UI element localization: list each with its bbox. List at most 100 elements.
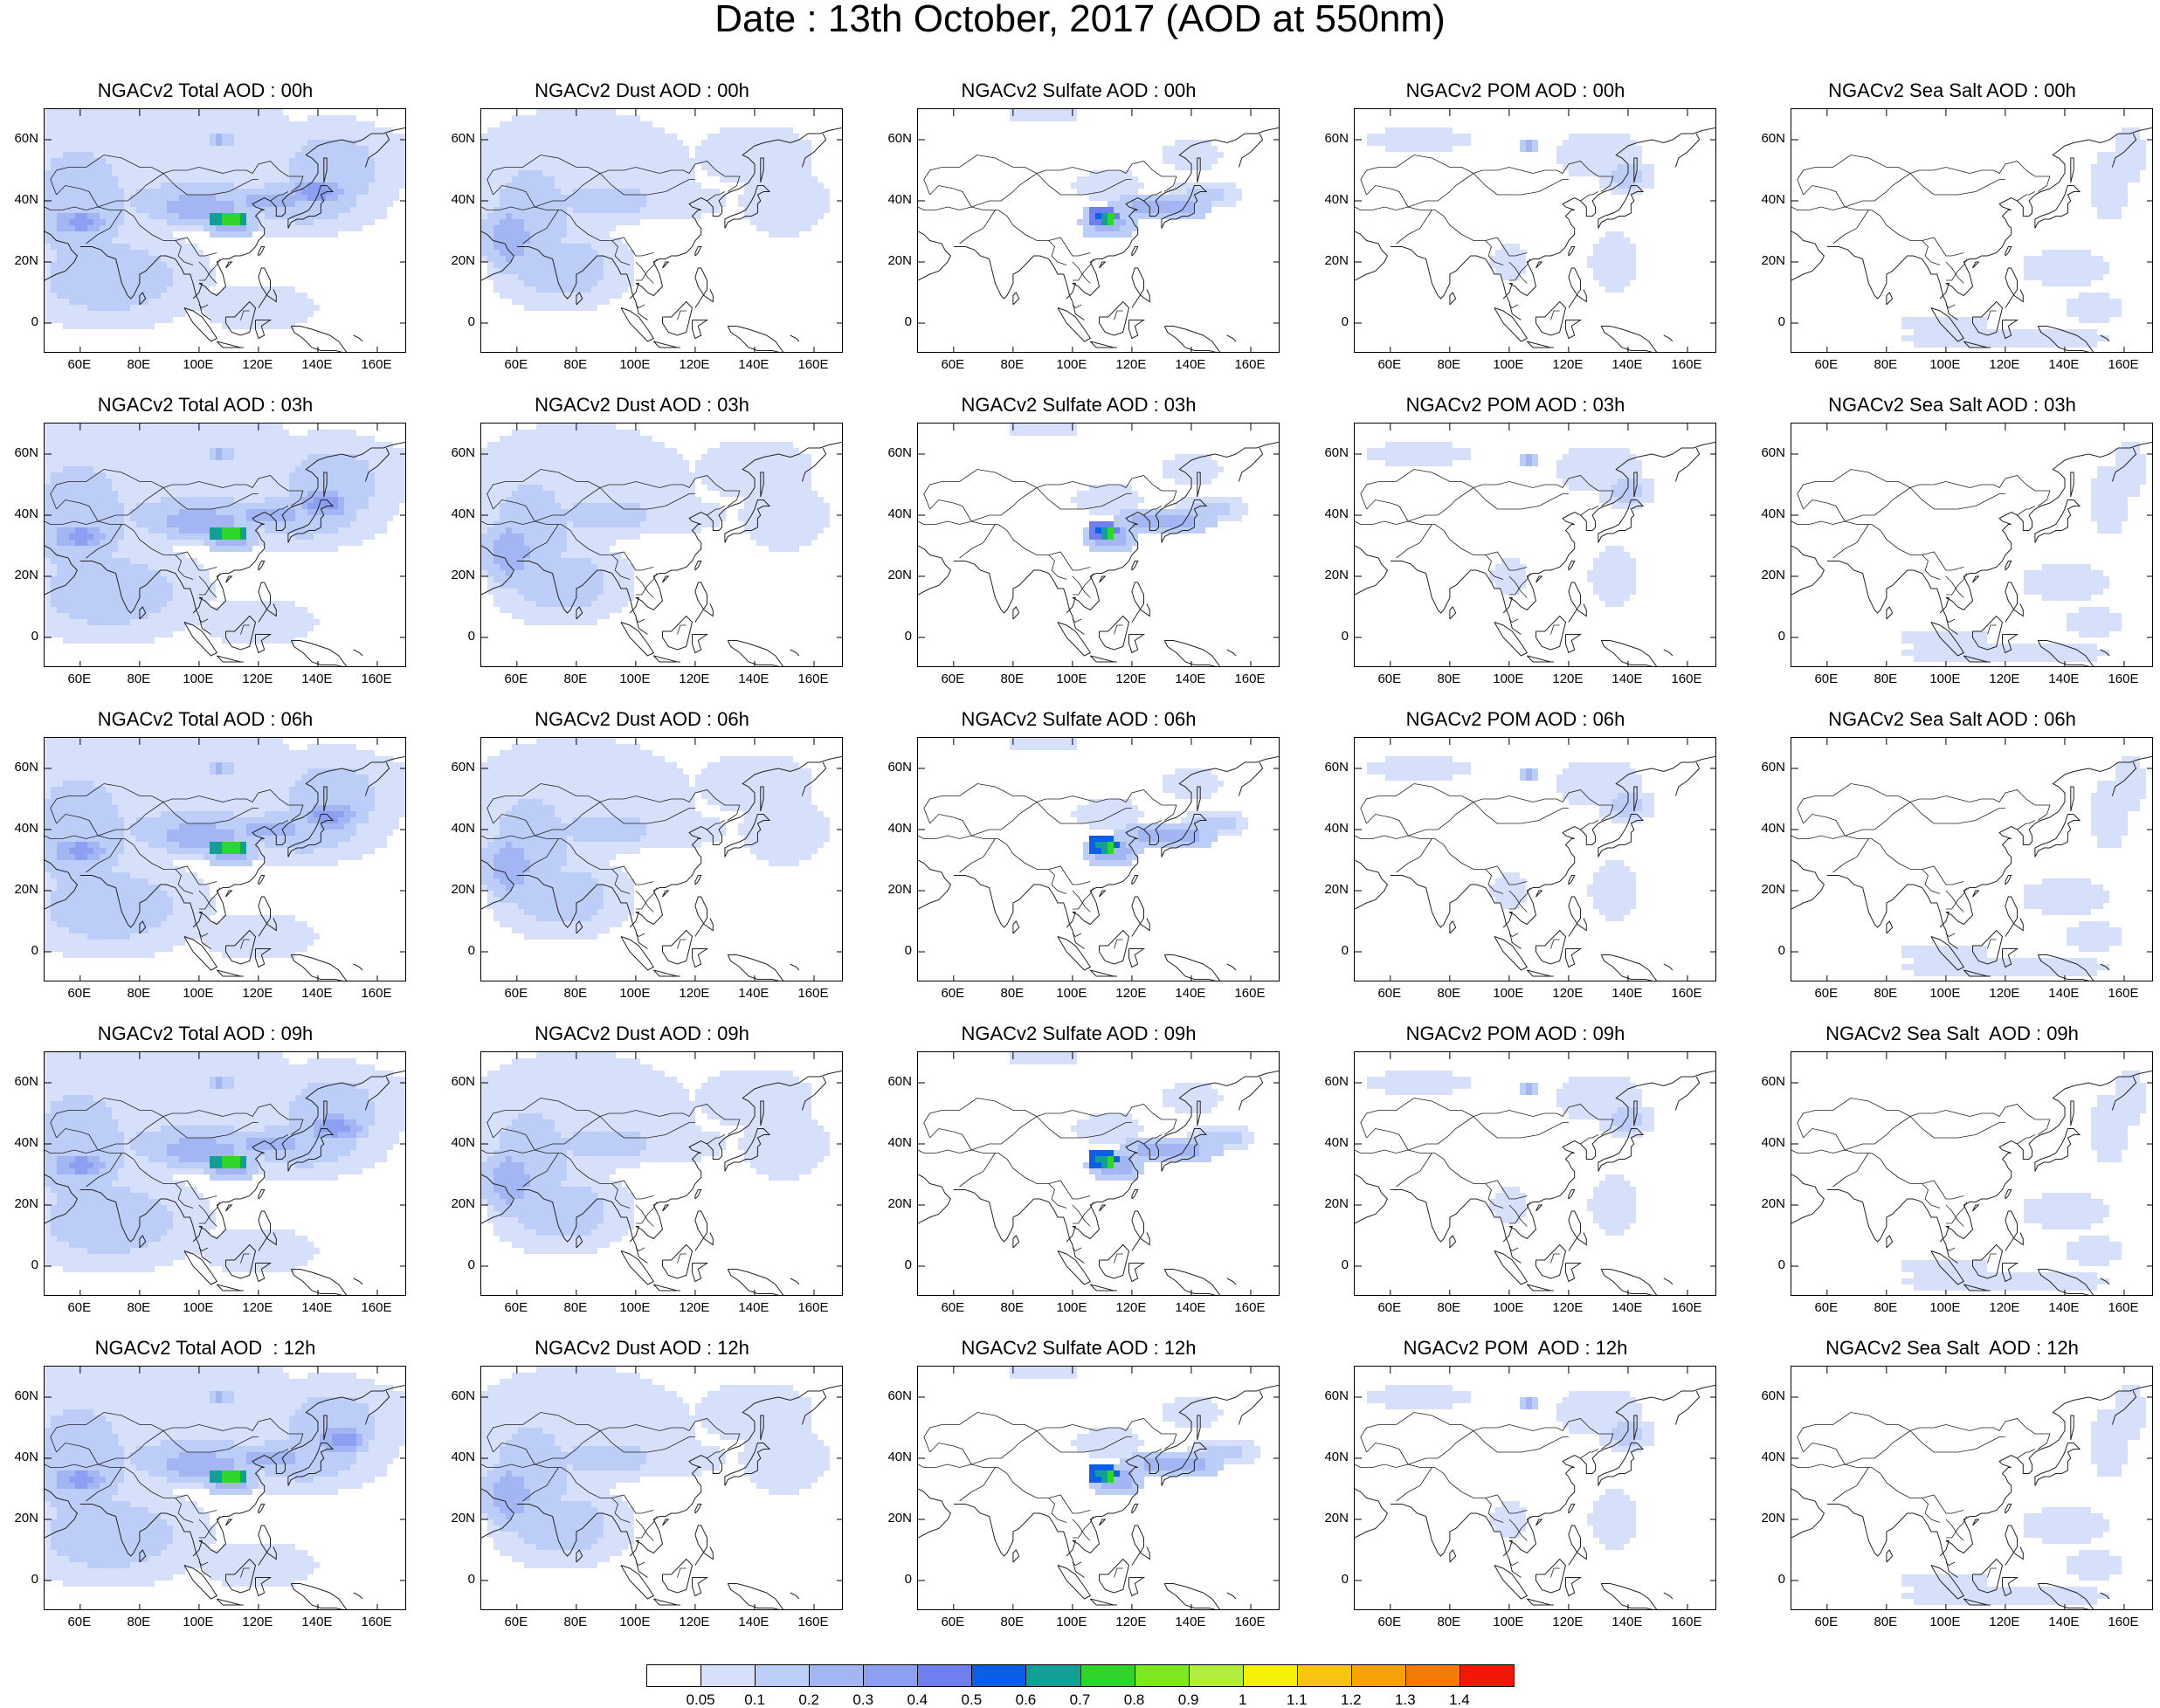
coastline bbox=[1197, 472, 1201, 498]
coastline bbox=[287, 1128, 335, 1172]
x-tick-label: 120E bbox=[242, 1615, 273, 1629]
coastline bbox=[1012, 920, 1020, 934]
coastline bbox=[1131, 1525, 1150, 1566]
country-border bbox=[1048, 554, 1067, 580]
x-tick-label: 60E bbox=[1377, 1615, 1402, 1629]
coastline bbox=[1972, 890, 1980, 898]
aod-field bbox=[1901, 442, 2146, 662]
country-border bbox=[1114, 1567, 1123, 1578]
coastline bbox=[2005, 267, 2024, 308]
colorbar-label: 0.05 bbox=[686, 1691, 715, 1708]
x-tick-label: 80E bbox=[563, 357, 588, 372]
y-tick-label: 40N bbox=[1324, 192, 1349, 207]
coastline bbox=[1526, 1598, 1554, 1606]
coastline bbox=[1535, 300, 1567, 336]
aod-field bbox=[1901, 1071, 2146, 1291]
y-tick-label: 0 bbox=[1341, 629, 1349, 644]
coastline bbox=[323, 1415, 328, 1441]
coastline bbox=[1663, 334, 1673, 342]
coastline bbox=[918, 545, 952, 596]
country-border bbox=[1832, 210, 1869, 244]
coastline bbox=[1057, 936, 1092, 971]
coastline bbox=[192, 1384, 405, 1557]
colorbar-swatch bbox=[1459, 1664, 1515, 1687]
colorbar-label: 0.3 bbox=[852, 1691, 874, 1708]
country-border bbox=[1945, 1202, 1968, 1224]
coastline bbox=[1598, 185, 1645, 229]
coastline bbox=[1826, 246, 1958, 320]
country-border bbox=[1473, 1116, 1569, 1139]
country-border bbox=[1408, 1418, 1614, 1465]
coastline bbox=[1197, 786, 1201, 812]
coastline bbox=[258, 267, 277, 308]
coastline bbox=[801, 447, 827, 482]
x-tick-label: 140E bbox=[301, 1300, 333, 1315]
x-tick-label: 120E bbox=[1115, 986, 1147, 1001]
colorbar-label: 1.1 bbox=[1286, 1691, 1308, 1708]
coastline bbox=[353, 1592, 363, 1600]
aod-field bbox=[1367, 442, 1654, 607]
y-tick-label: 60N bbox=[887, 445, 912, 460]
coastline bbox=[1963, 1284, 1991, 1291]
colorbar-swatch bbox=[809, 1664, 865, 1687]
coastline bbox=[1972, 615, 2004, 651]
coastline bbox=[1128, 1263, 1146, 1283]
coastline bbox=[694, 896, 714, 937]
x-tick-label: 80E bbox=[1000, 986, 1025, 1001]
y-tick-label: 60N bbox=[887, 1074, 912, 1089]
map-frame bbox=[917, 737, 1280, 981]
country-border bbox=[1909, 1430, 2005, 1453]
coastline bbox=[1600, 1269, 1658, 1295]
country-border bbox=[1072, 261, 1091, 284]
x-tick-label: 100E bbox=[1929, 1615, 1961, 1629]
country-border bbox=[923, 783, 1038, 824]
country-border bbox=[56, 814, 217, 885]
coastline bbox=[1390, 1189, 1522, 1264]
country-border bbox=[635, 575, 654, 598]
country-border bbox=[1072, 575, 1091, 598]
coastline bbox=[2037, 1269, 2094, 1295]
country-border bbox=[635, 890, 654, 913]
map-panel-sulfate-03h: NGACv2 Sulfate AOD : 03h 60N 40N 20N 0 60E 80E… bbox=[873, 395, 1284, 696]
country-border bbox=[1580, 1449, 1599, 1459]
coastline bbox=[1502, 755, 1715, 928]
country-border bbox=[522, 210, 559, 244]
x-tick-label: 140E bbox=[1611, 1615, 1643, 1629]
aod-field bbox=[1367, 1071, 1654, 1236]
x-tick-label: 140E bbox=[301, 986, 333, 1001]
y-tick-label: 20N bbox=[451, 882, 475, 897]
country-border bbox=[162, 1430, 259, 1453]
country-border bbox=[175, 1183, 194, 1209]
aod-map bbox=[1355, 1052, 1715, 1295]
x-tick-label: 80E bbox=[1000, 1300, 1025, 1315]
panel-title: NGACv2 Dust AOD : 03h bbox=[535, 394, 749, 416]
coastline bbox=[2034, 499, 2081, 543]
y-tick-label: 20N bbox=[1324, 253, 1349, 268]
map-panel-dust-09h: NGACv2 Dust AOD : 09h 60N 40N 20N 0 60E 80E 100… bbox=[437, 1023, 847, 1325]
y-tick-label: 40N bbox=[887, 192, 912, 207]
x-tick-label: 100E bbox=[619, 1300, 651, 1315]
country-border bbox=[971, 161, 1177, 208]
coastline bbox=[1535, 615, 1567, 651]
x-tick-label: 160E bbox=[1234, 1615, 1266, 1629]
x-tick-label: 160E bbox=[797, 1615, 829, 1629]
x-tick-label: 120E bbox=[679, 1615, 710, 1629]
x-tick-label: 100E bbox=[619, 1615, 651, 1629]
coastline bbox=[760, 786, 764, 812]
coastline bbox=[1131, 267, 1150, 308]
country-border bbox=[1508, 1247, 1519, 1251]
y-tick-label: 0 bbox=[1341, 314, 1349, 329]
coastline bbox=[1057, 1565, 1092, 1600]
x-tick-label: 60E bbox=[1814, 1300, 1839, 1315]
country-border bbox=[1366, 814, 1528, 885]
colorbar-swatch bbox=[700, 1664, 756, 1687]
coastline bbox=[139, 292, 147, 306]
coastline bbox=[1674, 761, 1701, 796]
x-tick-label: 80E bbox=[1000, 1615, 1025, 1629]
colorbar-swatch bbox=[1025, 1664, 1081, 1687]
y-tick-label: 60N bbox=[1324, 445, 1349, 460]
x-tick-label: 120E bbox=[1115, 357, 1147, 372]
country-border bbox=[162, 802, 259, 824]
coastline bbox=[629, 755, 842, 928]
coastline bbox=[481, 231, 515, 281]
